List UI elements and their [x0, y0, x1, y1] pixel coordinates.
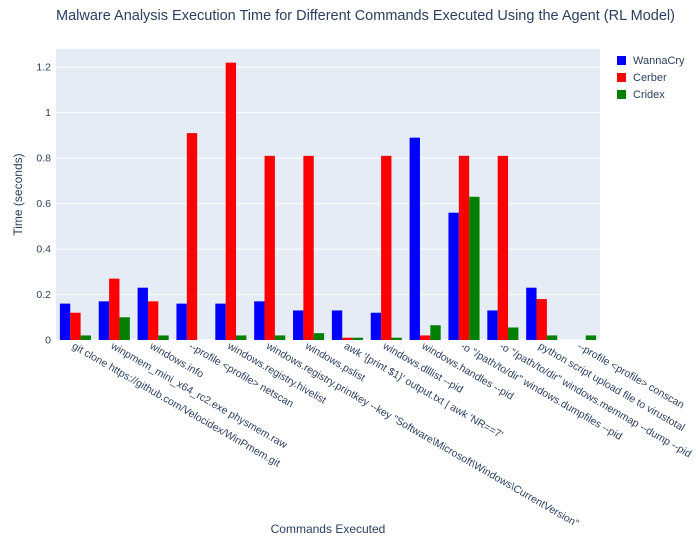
bar-cerber	[264, 155, 275, 340]
legend-swatch-cridex	[617, 90, 626, 99]
x-axis-ticks: git clone https://github.com/Velocidex/W…	[70, 340, 693, 530]
bar-wannacry	[254, 301, 265, 340]
bar-wannacry	[526, 287, 537, 340]
y-tick-label: 0.4	[36, 244, 51, 256]
bar-cridex	[158, 335, 169, 340]
legend: WannaCry Cerber Cridex	[617, 55, 685, 101]
bar-wannacry	[370, 312, 382, 340]
chart-title: Malware Analysis Execution Time for Diff…	[56, 8, 675, 24]
bar-cerber	[342, 337, 353, 340]
bars	[59, 62, 597, 340]
bar-cerber	[186, 133, 198, 340]
bar-wannacry	[176, 303, 187, 340]
bar-cridex	[391, 337, 402, 340]
bar-cridex	[80, 335, 91, 340]
y-axis-ticks: 0 0.2 0.4 0.6 0.8 1 1.2	[36, 62, 51, 347]
legend-label: Cerber	[633, 72, 667, 84]
bar-cridex	[546, 335, 558, 340]
y-axis-title: Time (seconds)	[11, 153, 25, 235]
y-tick-label: 0.6	[36, 198, 51, 210]
bar-cridex	[313, 333, 325, 340]
bar-cridex	[352, 337, 363, 340]
bar-wannacry	[331, 310, 343, 340]
bar-cerber	[303, 155, 314, 340]
bar-cridex	[236, 335, 247, 340]
legend-swatch-wannacry	[617, 56, 626, 65]
bar-wannacry	[137, 287, 148, 340]
bar-wannacry	[215, 303, 226, 340]
y-tick-label: 1.2	[36, 62, 51, 74]
bar-wannacry	[293, 310, 304, 340]
bar-cerber	[458, 155, 470, 340]
legend-swatch-cerber	[617, 73, 626, 82]
y-tick-label: 0.2	[36, 289, 51, 301]
y-tick-label: 0.8	[36, 153, 51, 165]
y-tick-label: 0	[45, 335, 51, 347]
bar-cerber	[497, 155, 509, 340]
x-axis-title: Commands Executed	[271, 522, 386, 536]
bar-cridex	[430, 325, 441, 340]
legend-label: Cridex	[633, 89, 665, 101]
bar-cridex	[469, 196, 480, 340]
bar-cridex	[508, 327, 519, 340]
bar-cerber	[225, 62, 237, 340]
bar-cerber	[536, 299, 547, 340]
bar-wannacry	[98, 301, 110, 340]
bar-cerber	[419, 335, 431, 340]
bar-wannacry	[59, 303, 71, 340]
bar-wannacry	[487, 310, 498, 340]
bar-cerber	[147, 301, 159, 340]
legend-label: WannaCry	[633, 55, 685, 67]
bar-wannacry	[448, 212, 459, 340]
bar-cridex	[274, 335, 286, 340]
bar-wannacry	[409, 137, 420, 340]
bar-cerber	[109, 278, 120, 340]
y-tick-label: 1	[45, 107, 51, 119]
bar-cridex	[585, 335, 597, 340]
bar-cerber	[381, 155, 392, 340]
bar-cerber	[70, 312, 81, 340]
bar-cridex	[119, 317, 130, 340]
